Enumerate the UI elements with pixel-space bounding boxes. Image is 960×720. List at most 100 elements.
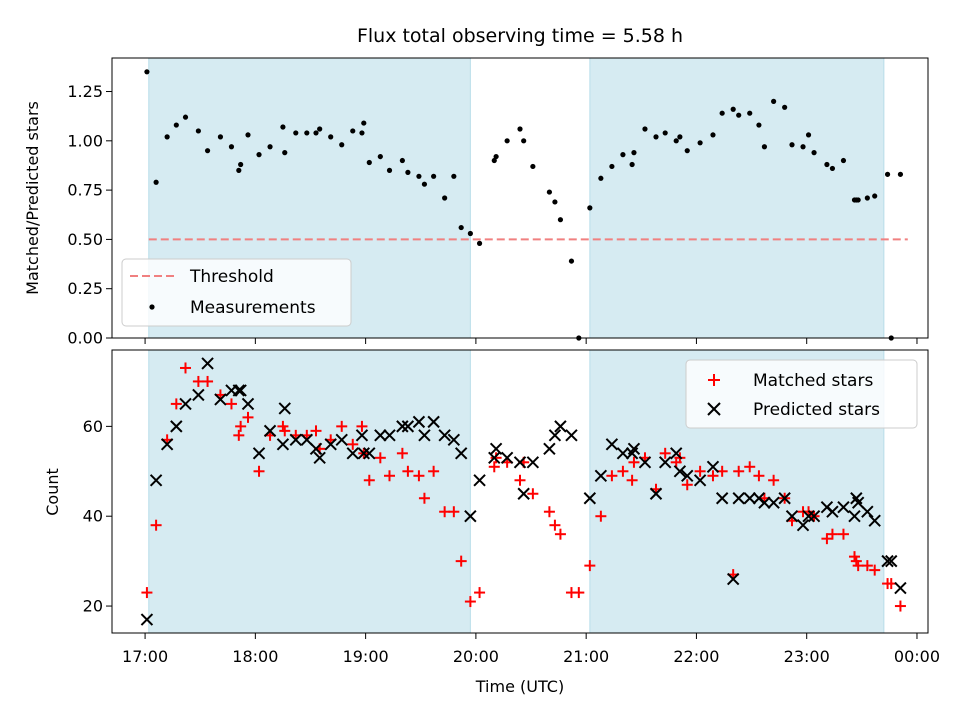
matched-star-point [202, 375, 214, 387]
measurement-point [546, 189, 553, 195]
measurement-point [350, 128, 356, 134]
measurement-point [805, 132, 812, 138]
predicted-star-point [848, 509, 861, 523]
top-x-ticks [144, 338, 918, 344]
matched-star-point [584, 560, 596, 572]
measurement-point [530, 163, 536, 170]
predicted-star-point [673, 465, 687, 478]
legend-measurements-swatch [149, 304, 155, 310]
matched-star-point [374, 452, 386, 464]
measurement-point [377, 153, 383, 160]
measurement-point [800, 144, 806, 150]
predicted-star-point [583, 492, 597, 505]
predicted-star-point [241, 397, 255, 411]
x-tick-label: 18:00 [232, 647, 278, 666]
predicted-star-point [807, 509, 821, 523]
matched-star-point [310, 425, 322, 437]
predicted-star-point [693, 474, 707, 487]
measurement-point [504, 138, 510, 144]
matched-star-point [180, 362, 192, 374]
measurement-point [421, 181, 428, 187]
predicted-star-point [149, 474, 163, 487]
measurement-point [872, 193, 878, 199]
measurement-point [662, 130, 668, 136]
measurements-points [144, 69, 904, 341]
predicted-star-point [726, 572, 740, 586]
measurement-point [328, 134, 334, 140]
predicted-star-point [427, 415, 440, 429]
predicted-star-point [706, 460, 720, 474]
measurement-point [653, 134, 659, 140]
measurement-point [677, 134, 683, 140]
matched-star-point [573, 587, 585, 599]
measurement-point [317, 126, 323, 132]
measurement-point [256, 152, 262, 158]
predicted-star-point [785, 509, 799, 523]
y-tick-label: 20 [83, 597, 103, 616]
measurement-point [730, 106, 736, 112]
measurement-point [451, 173, 457, 179]
y-tick-label: 0.75 [67, 181, 103, 200]
predicted-star-point [447, 433, 461, 447]
predicted-star-point [160, 438, 174, 451]
matched-star-point [753, 470, 765, 482]
matched-star-point [707, 470, 719, 482]
predicted-star-point [881, 554, 894, 568]
matched-star-point [336, 420, 348, 432]
matched-star-point [543, 506, 555, 518]
y-tick-label: 40 [83, 507, 103, 526]
predicted-stars-points [140, 357, 907, 626]
measurement-point [756, 122, 762, 128]
matched-star-point [347, 438, 359, 450]
top-panel: 0.00 0.25 0.50 0.75 1.00 1.25 Flux total obse… [23, 25, 929, 348]
predicted-star-point [627, 442, 641, 456]
predicted-star-point [214, 393, 227, 406]
measurement-point [840, 157, 847, 164]
matched-star-point [413, 470, 425, 482]
matched-star-point [837, 528, 849, 540]
measurement-point [238, 161, 244, 168]
measurement-point [673, 138, 679, 144]
measurement-point [609, 163, 615, 170]
matched-star-point [474, 587, 486, 599]
predicted-star-point [192, 388, 205, 402]
matched-star-point [141, 587, 153, 599]
y-tick-label: 0.25 [67, 279, 103, 298]
predicted-star-point [513, 456, 527, 469]
matched-star-point [279, 425, 291, 437]
matched-star-point [744, 461, 756, 473]
measurement-point [339, 142, 345, 148]
measurement-point [195, 128, 201, 134]
matched-star-point [606, 470, 618, 482]
predicted-star-point [140, 613, 154, 626]
matched-star-point [150, 519, 162, 531]
measurement-point [405, 169, 411, 175]
measurement-point [824, 161, 830, 168]
matched-star-point [233, 429, 245, 441]
measurement-point [280, 124, 286, 130]
legend-predicted-swatch [707, 402, 721, 416]
predicted-star-point [313, 451, 326, 465]
matched-star-point [617, 465, 629, 477]
bottom-x-ticks: 17:00 18:00 19:00 20:00 21:00 22:00 23:00 00:00 [122, 633, 940, 666]
y-tick-label: 1.00 [67, 131, 103, 150]
matched-star-point [192, 375, 204, 387]
predicted-star-point [489, 442, 503, 456]
measurement-point [631, 150, 637, 156]
measurement-point [304, 130, 310, 136]
predicted-star-point [278, 402, 291, 415]
predicted-star-point [796, 518, 810, 532]
matched-star-point [428, 465, 440, 477]
x-tick-label: 17:00 [122, 647, 168, 666]
measurement-point [236, 167, 242, 173]
measurement-point [568, 258, 575, 264]
measurement-point [697, 140, 703, 146]
predicted-star-point [548, 429, 562, 442]
predicted-star-point [179, 397, 192, 411]
matched-star-point [869, 564, 881, 576]
matched-star-point [527, 488, 539, 500]
matched-star-point [681, 479, 693, 491]
measurement-point [629, 161, 635, 168]
measurement-point [771, 98, 777, 104]
measurement-point [204, 148, 211, 154]
